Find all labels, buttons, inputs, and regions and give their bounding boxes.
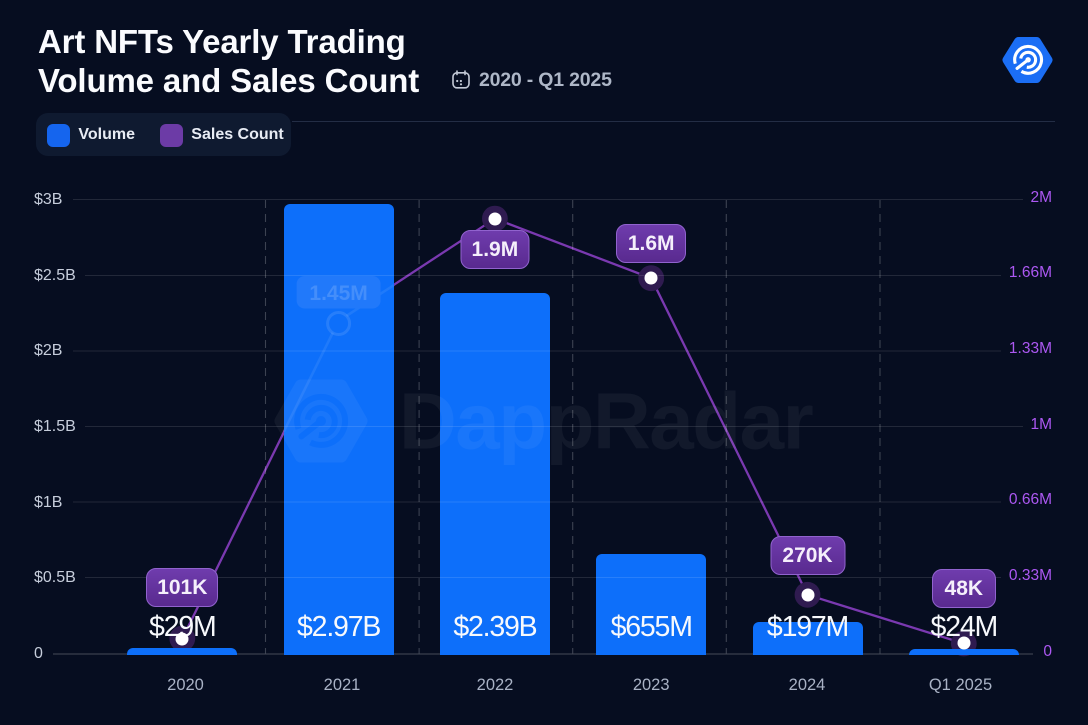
svg-text:DappRadar: DappRadar [399, 377, 813, 466]
svg-text:1.45M: 1.45M [309, 282, 367, 305]
